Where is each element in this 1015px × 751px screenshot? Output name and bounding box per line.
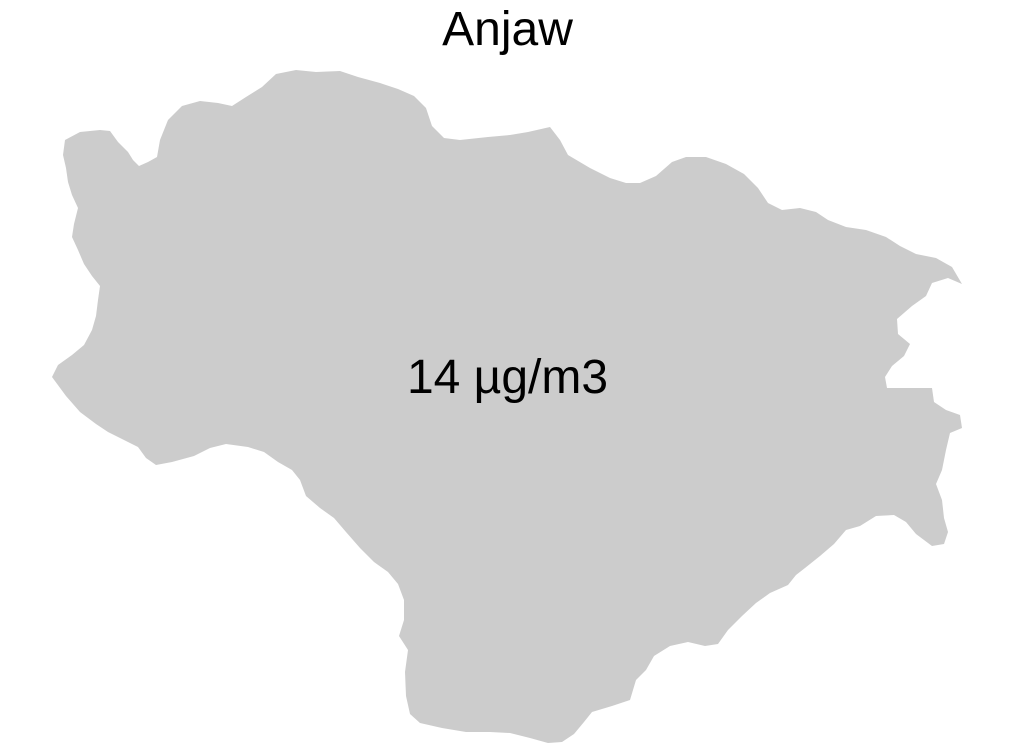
anjaw-district-region xyxy=(52,70,962,743)
pollution-value-label: 14 µg/m3 xyxy=(406,351,609,404)
map-title: Anjaw xyxy=(442,3,573,56)
